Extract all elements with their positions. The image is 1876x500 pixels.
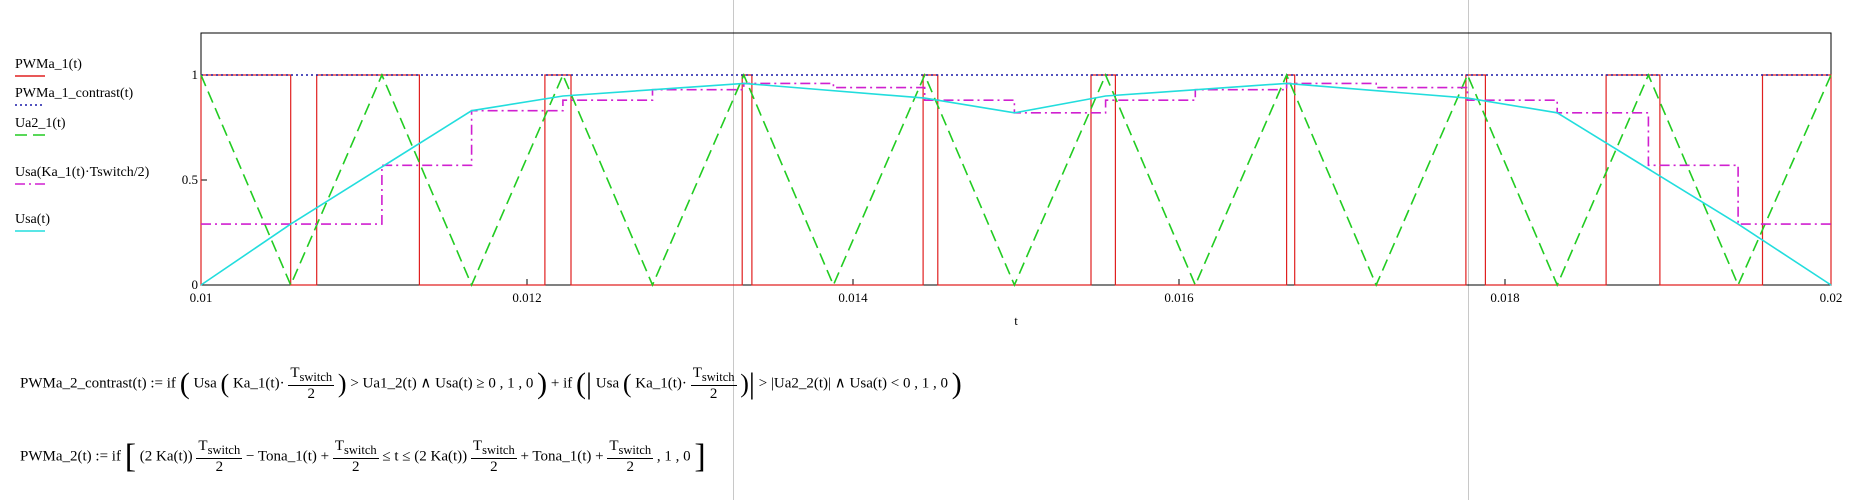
tswitch-t: T bbox=[290, 365, 300, 381]
formula-2-k2: (2 Ka(t)) bbox=[414, 448, 468, 465]
formula-1-usa-b: Usa bbox=[595, 375, 620, 392]
y-tick-label: 1 bbox=[192, 67, 199, 82]
x-tick-label: 0.016 bbox=[1164, 290, 1194, 305]
x-tick-label: 0.012 bbox=[512, 290, 541, 305]
formula-2-le: ≤ t ≤ bbox=[382, 448, 411, 465]
tswitch-t: T bbox=[692, 365, 702, 381]
series-line-3 bbox=[201, 82, 1831, 225]
formula-1-cmp-a: > Ua1_2(t) ∧ Usa(t) ≥ 0 , 1 , 0 bbox=[350, 375, 534, 392]
tswitch-sub: switch bbox=[618, 443, 652, 457]
tswitch-t: T bbox=[198, 438, 208, 454]
formula-1-lhs: PWMa_2_contrast(t) := if bbox=[20, 375, 176, 392]
x-axis-label: t bbox=[1014, 313, 1018, 328]
legend-label: PWMa_1(t) bbox=[15, 57, 82, 72]
page-divider-right bbox=[1468, 0, 1469, 500]
tswitch-t: T bbox=[472, 438, 483, 454]
formula-1-plus-if: + if bbox=[550, 375, 573, 392]
x-tick-label: 0.018 bbox=[1490, 290, 1519, 305]
y-tick-label: 0 bbox=[192, 277, 199, 292]
tswitch-t: T bbox=[334, 438, 344, 454]
series-line-2 bbox=[200, 72, 1832, 288]
tswitch-sub: switch bbox=[207, 443, 241, 457]
page-divider-left bbox=[733, 0, 734, 500]
legend-label: PWMa_1_contrast(t) bbox=[15, 86, 134, 101]
formula-2-lhs: PWMa_2(t) := if bbox=[20, 448, 121, 465]
formula-2-k1: (2 Ka(t)) bbox=[139, 448, 193, 465]
formula-1-ka-b: Ka_1(t)· bbox=[635, 375, 687, 392]
series-line-0 bbox=[200, 74, 1832, 286]
formula-pwma2-contrast: PWMa_2_contrast(t) := if ( Usa ( Ka_1(t)… bbox=[20, 365, 962, 402]
legend-label: Ua2_1(t) bbox=[15, 116, 66, 131]
tswitch-sub: switch bbox=[344, 443, 377, 457]
denominator: 2 bbox=[490, 459, 498, 475]
formula-2-m1: − Tona_1(t) + bbox=[245, 448, 330, 465]
tswitch-t: T bbox=[609, 438, 619, 454]
x-tick-label: 0.014 bbox=[838, 290, 868, 305]
formula-1-usa-a: Usa bbox=[193, 375, 217, 392]
tswitch-sub: switch bbox=[701, 370, 735, 384]
denominator: 2 bbox=[626, 459, 634, 475]
formula-1-cmp-b: > |Ua2_2(t)| ∧ Usa(t) < 0 , 1 , 0 bbox=[758, 375, 948, 392]
series-layer bbox=[200, 72, 1832, 288]
denominator: 2 bbox=[709, 386, 718, 402]
formula-2-tail: , 1 , 0 bbox=[656, 448, 691, 465]
legend: PWMa_1(t) PWMa_1_contrast(t) Ua2_1(t) Usa(K… bbox=[15, 57, 150, 232]
legend-label: Usa(Ka_1(t)·Tswitch/2) bbox=[15, 165, 150, 180]
plot-frame bbox=[200, 32, 1832, 286]
denominator: 2 bbox=[351, 459, 360, 475]
x-tick-label: 0.02 bbox=[1820, 290, 1843, 305]
tswitch-sub: switch bbox=[482, 443, 515, 457]
legend-label: Usa(t) bbox=[15, 212, 50, 227]
x-tick-label: 0.01 bbox=[190, 290, 213, 305]
formula-pwma2: PWMa_2(t) := if [ (2 Ka(t)) Tswitch 2 − … bbox=[20, 438, 706, 475]
series-line-4 bbox=[200, 82, 1832, 286]
y-tick-label: 0.5 bbox=[182, 172, 198, 187]
formula-2-m2: + Tona_1(t) + bbox=[520, 448, 604, 465]
formula-1-ka-a: Ka_1(t)· bbox=[232, 375, 285, 392]
denominator: 2 bbox=[215, 459, 224, 475]
chart: PWMa_1(t) PWMa_1_contrast(t) Ua2_1(t) Usa(K… bbox=[15, 32, 1843, 328]
y-axis-ticks: 00.51 bbox=[182, 67, 207, 292]
denominator: 2 bbox=[307, 386, 316, 402]
tswitch-sub: switch bbox=[299, 370, 333, 384]
